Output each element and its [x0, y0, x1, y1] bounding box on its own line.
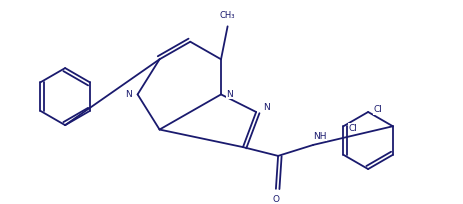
Text: Cl: Cl [348, 124, 357, 133]
Text: NH: NH [313, 132, 326, 141]
Text: CH₃: CH₃ [219, 11, 235, 20]
Text: Cl: Cl [373, 105, 382, 114]
Text: N: N [125, 90, 132, 99]
Text: N: N [226, 90, 232, 99]
Text: N: N [262, 103, 269, 112]
Text: O: O [272, 195, 279, 204]
